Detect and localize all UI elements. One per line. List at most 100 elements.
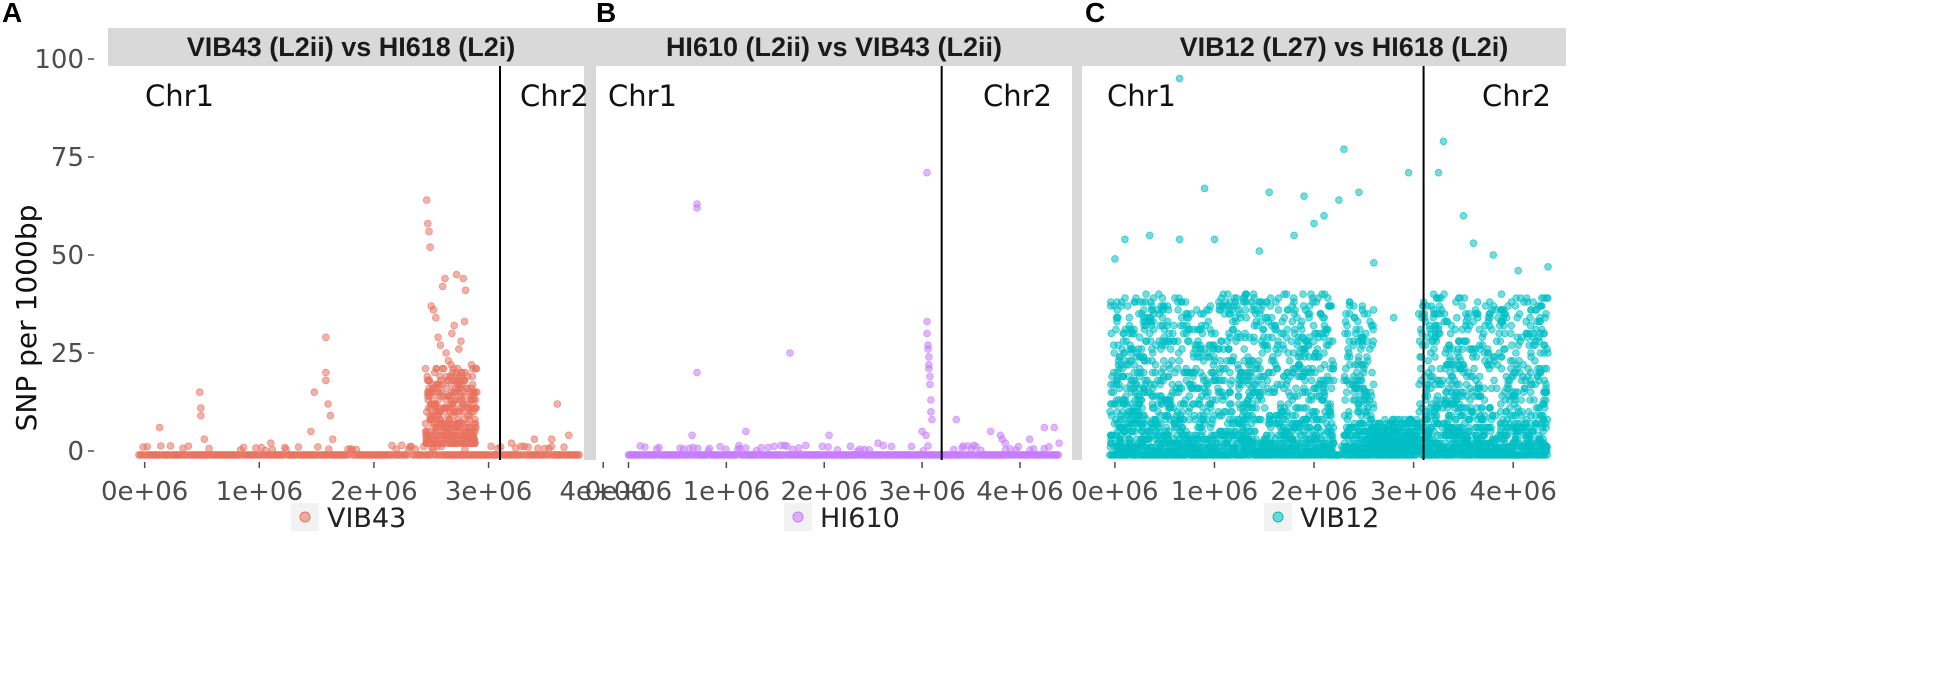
data-point <box>457 337 465 346</box>
data-point <box>1458 325 1467 334</box>
data-point <box>688 431 696 440</box>
data-point <box>427 439 436 448</box>
data-point <box>1530 396 1538 404</box>
data-point <box>1461 431 1470 440</box>
data-point <box>1542 380 1550 389</box>
data-point <box>1245 356 1253 365</box>
data-point <box>1489 251 1498 259</box>
data-point <box>1188 384 1197 393</box>
x-tick-label: 3e+06 <box>878 477 965 507</box>
data-point <box>1531 423 1540 432</box>
data-point <box>1150 325 1158 334</box>
data-point <box>1353 431 1362 440</box>
data-point <box>1273 411 1281 420</box>
data-point <box>1443 317 1452 326</box>
data-point <box>693 204 701 212</box>
scatter-points <box>624 168 1063 459</box>
legend-label: HI610 <box>820 503 900 534</box>
data-point <box>1209 360 1218 369</box>
data-point <box>452 270 461 279</box>
data-point <box>1290 231 1298 240</box>
data-point <box>454 384 463 393</box>
panel-strip <box>1082 28 1566 66</box>
data-point <box>1271 321 1280 330</box>
data-point <box>1205 306 1213 314</box>
data-point <box>1427 349 1435 357</box>
data-point <box>1288 317 1297 326</box>
legend-dot <box>792 511 804 523</box>
x-tick-label: 1e+06 <box>1171 477 1258 507</box>
data-point <box>1500 345 1508 353</box>
data-point <box>1166 364 1175 373</box>
data-point <box>1227 400 1235 408</box>
data-point <box>1269 388 1277 397</box>
data-point <box>470 419 479 428</box>
data-point <box>1327 384 1336 393</box>
data-point <box>1301 431 1309 440</box>
data-point <box>468 380 477 389</box>
data-point <box>1115 384 1124 393</box>
data-point <box>1522 294 1531 302</box>
data-point <box>1335 196 1343 204</box>
data-point <box>1210 411 1218 420</box>
data-point <box>1197 353 1205 361</box>
data-point <box>1540 396 1548 404</box>
data-point <box>1117 298 1126 306</box>
data-point <box>1240 345 1248 353</box>
data-point <box>534 444 542 453</box>
data-point <box>1320 212 1328 220</box>
data-point <box>1306 302 1314 310</box>
data-point <box>1203 349 1212 357</box>
data-point <box>1169 329 1177 338</box>
panel-separator <box>1072 28 1082 460</box>
data-point <box>1228 407 1236 416</box>
data-point <box>1160 447 1168 455</box>
data-point <box>925 364 933 373</box>
data-point <box>427 400 436 408</box>
data-point <box>1499 415 1507 424</box>
data-point <box>1502 372 1511 381</box>
data-point <box>1117 423 1125 432</box>
data-point <box>1276 439 1285 448</box>
data-point <box>1293 392 1302 400</box>
data-point <box>1542 419 1550 428</box>
data-point <box>1257 337 1266 346</box>
data-point <box>1538 302 1546 310</box>
data-point <box>448 388 456 397</box>
data-point <box>1343 415 1352 424</box>
data-point <box>846 442 855 451</box>
data-point <box>1355 392 1364 400</box>
data-point <box>1285 356 1294 365</box>
data-point <box>1429 290 1438 299</box>
data-point <box>1192 364 1200 373</box>
data-point <box>1478 439 1486 448</box>
data-point <box>1262 435 1271 444</box>
data-point <box>1163 411 1171 420</box>
data-point <box>1455 423 1464 432</box>
data-point <box>1349 341 1358 350</box>
data-point <box>1242 447 1251 455</box>
data-point <box>425 388 433 397</box>
data-point <box>1449 360 1458 369</box>
data-point <box>443 411 452 420</box>
data-point <box>450 321 459 330</box>
chr2-label: Chr2 <box>1482 79 1551 113</box>
data-point <box>1533 439 1541 448</box>
data-point <box>1439 396 1448 404</box>
data-point <box>324 400 332 408</box>
panel-B: HI610 (L2ii) vs VIB43 (L2ii) B Chr1 Chr2 0e+… <box>585 0 1072 534</box>
data-point <box>1478 341 1487 350</box>
data-point <box>424 427 432 436</box>
data-point <box>470 439 478 448</box>
data-point <box>1495 447 1503 455</box>
data-point <box>1142 337 1151 346</box>
data-point <box>1434 419 1442 428</box>
data-point <box>1350 447 1359 455</box>
data-point <box>1368 341 1377 350</box>
data-point <box>460 317 469 326</box>
data-point <box>1286 392 1294 400</box>
data-point <box>1135 400 1144 408</box>
data-point <box>1324 294 1332 302</box>
data-point <box>1472 353 1481 361</box>
data-point <box>1136 298 1144 306</box>
